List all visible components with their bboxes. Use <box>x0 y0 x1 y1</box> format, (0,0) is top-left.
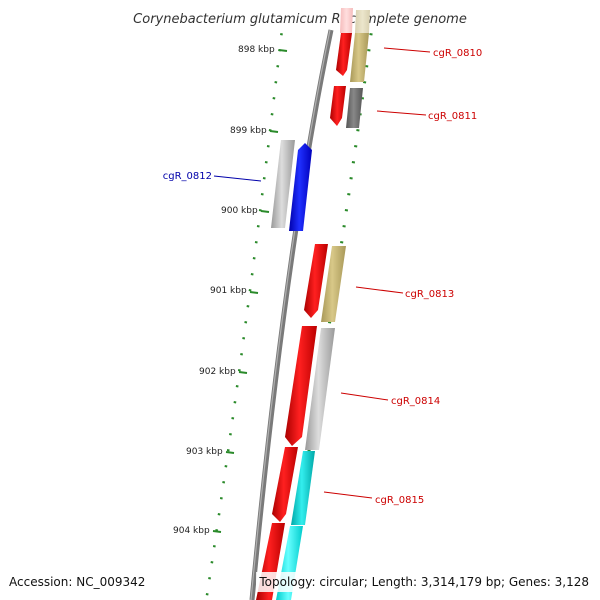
minor-tick <box>356 129 360 132</box>
minor-tick <box>270 113 274 116</box>
minor-tick <box>231 417 235 420</box>
tick-major-marks <box>212 49 288 533</box>
gene-label-cgR_0814-group[interactable]: cgR_0814 <box>340 392 440 407</box>
gene-label-cgR_0810[interactable]: cgR_0810 <box>433 48 482 59</box>
minor-tick <box>307 449 311 452</box>
tick-labels: 898 kbp 899 kbp 900 kbp 901 kbp 902 kbp … <box>173 45 275 536</box>
minor-tick <box>369 33 373 36</box>
genome-backbone-highlight <box>250 29 331 600</box>
minor-tick <box>212 545 216 548</box>
minor-tick <box>237 369 241 372</box>
minor-tick <box>260 193 264 196</box>
tick-label-902: 902 kbp <box>199 367 236 377</box>
minor-tick <box>344 209 349 212</box>
gene-label-cgR_0812[interactable]: cgR_0812 <box>163 171 212 182</box>
footer-topology-backdrop <box>256 572 594 592</box>
minor-tick <box>242 337 246 340</box>
minor-tick <box>235 385 239 388</box>
minor-tick <box>240 353 243 356</box>
tick-label-904: 904 kbp <box>173 526 210 536</box>
minor-tick <box>208 577 211 580</box>
minor-tick <box>210 561 214 564</box>
minor-tick <box>217 513 221 516</box>
tick-ring-inner <box>205 33 283 596</box>
minor-tick <box>248 289 252 292</box>
minor-tick <box>250 273 254 276</box>
minor-tick <box>246 305 250 308</box>
topology-label: Topology: circular; Length: 3,314,179 bp… <box>258 575 589 589</box>
minor-tick <box>347 193 351 196</box>
tick-label-900: 900 kbp <box>221 206 258 216</box>
tick-label-898: 898 kbp <box>238 45 275 55</box>
minor-tick <box>256 225 260 228</box>
genome-backbone <box>249 29 334 600</box>
minor-tick <box>274 81 278 84</box>
minor-tick <box>365 65 369 68</box>
minor-tick <box>280 33 283 36</box>
minor-tick <box>276 65 280 68</box>
gene-feature-cgR_0812[interactable] <box>271 140 312 231</box>
gene-feature-cgR_0813[interactable] <box>304 244 346 322</box>
gene-label-cgR_0814[interactable]: cgR_0814 <box>391 396 440 407</box>
tick-label-899: 899 kbp <box>230 126 267 136</box>
gene-feature-cgR_0811[interactable] <box>330 86 363 128</box>
minor-tick <box>252 257 256 260</box>
gene-label-cgR_0811-group[interactable]: cgR_0811 <box>376 110 477 122</box>
minor-tick <box>340 241 344 244</box>
tick-label-901: 901 kbp <box>210 286 247 296</box>
minor-tick <box>264 161 268 164</box>
minor-tick <box>224 465 228 468</box>
gene-label-cgR_0813-group[interactable]: cgR_0813 <box>355 286 454 300</box>
minor-tick <box>244 321 248 324</box>
minor-tick <box>351 161 356 164</box>
minor-tick <box>262 177 266 180</box>
minor-tick <box>349 177 353 180</box>
minor-tick <box>229 433 232 436</box>
gene-label-cgR_0813[interactable]: cgR_0813 <box>405 289 454 300</box>
minor-tick <box>205 593 209 596</box>
tick-label-903: 903 kbp <box>186 447 223 457</box>
gene-label-cgR_0811[interactable]: cgR_0811 <box>428 111 477 122</box>
map-title: Corynebacterium glutamicum R, complete g… <box>133 12 467 27</box>
minor-tick <box>219 497 223 500</box>
minor-tick <box>272 97 276 100</box>
minor-tick <box>327 321 332 324</box>
gene-feature-cgR_0814[interactable] <box>285 326 335 450</box>
minor-tick <box>222 481 226 484</box>
gene-label-cgR_0810-group[interactable]: cgR_0810 <box>383 47 482 59</box>
gene-label-cgR_0815[interactable]: cgR_0815 <box>375 495 424 506</box>
minor-tick <box>215 529 219 532</box>
gene-feature-cgR_0815[interactable] <box>272 447 315 525</box>
minor-tick <box>354 145 358 148</box>
minor-tick <box>266 145 270 148</box>
minor-tick <box>226 449 230 452</box>
gene-feature-cgR_0810[interactable] <box>336 8 370 82</box>
gene-label-cgR_0815-group[interactable]: cgR_0815 <box>323 491 424 506</box>
minor-tick <box>367 49 371 52</box>
minor-tick <box>362 81 367 84</box>
minor-tick <box>254 241 258 244</box>
minor-tick <box>342 225 346 228</box>
gene-label-cgR_0812-group[interactable]: cgR_0812 <box>163 171 262 182</box>
accession-label: Accession: NC_009342 <box>9 575 145 589</box>
minor-tick <box>233 401 237 404</box>
